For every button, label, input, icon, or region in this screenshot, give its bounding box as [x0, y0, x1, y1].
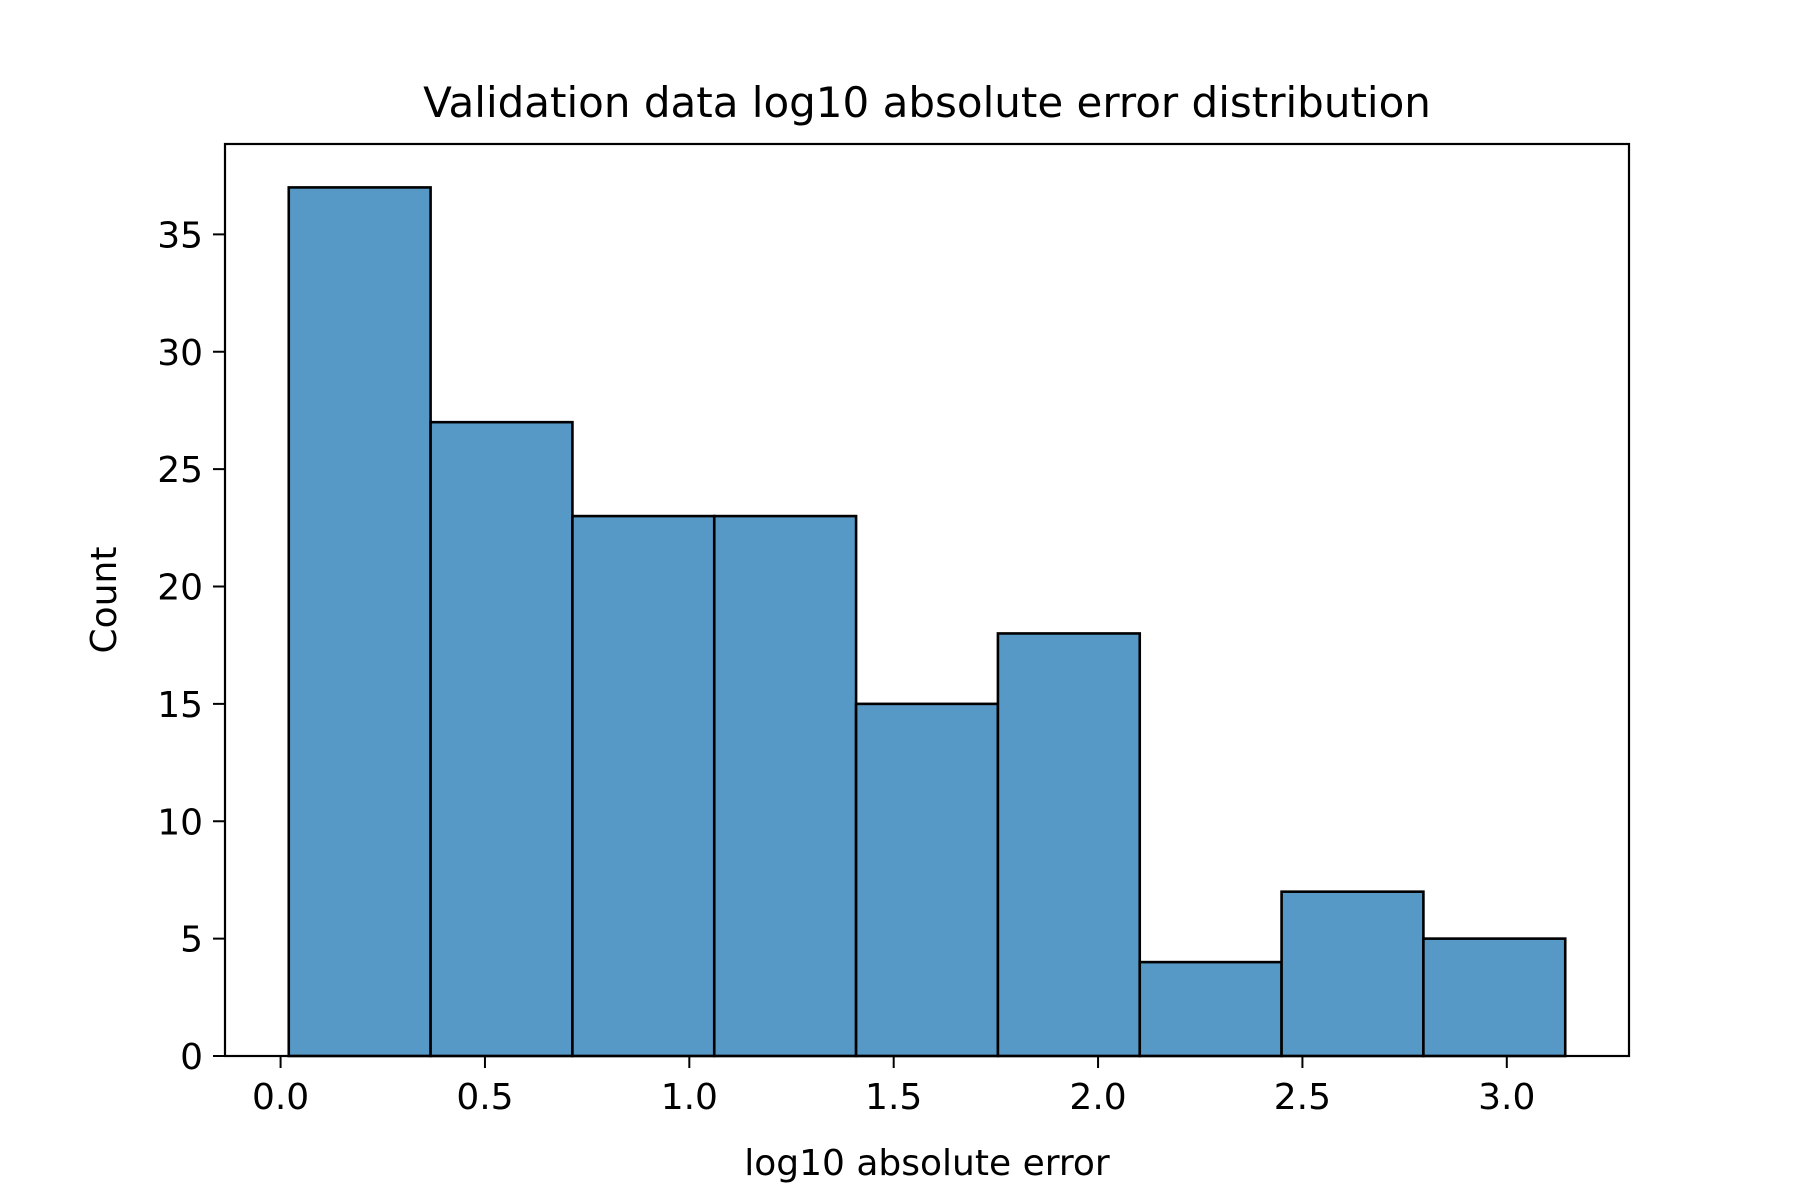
y-axis-ticks: 0 5 10 15 20 25 30 35	[157, 215, 225, 1078]
y-tick-label: 10	[157, 802, 203, 843]
y-tick-label: 5	[180, 920, 203, 961]
x-tick-label: 0.5	[456, 1077, 513, 1118]
histogram-bar-7	[1138, 960, 1283, 1058]
y-tick-label: 0	[180, 1037, 203, 1078]
x-tick-label: 1.0	[661, 1077, 718, 1118]
histogram-bar-3	[571, 514, 716, 1058]
histogram-bar-5	[854, 702, 1000, 1058]
y-tick-label: 35	[157, 215, 203, 256]
histogram-bar-9	[1422, 937, 1567, 1058]
histogram-bar-8	[1280, 890, 1425, 1058]
chart-title: Validation data log10 absolute error dis…	[423, 78, 1431, 127]
histogram-bar-2	[429, 420, 574, 1058]
x-tick-label: 0.0	[252, 1077, 309, 1118]
y-axis-label: Count	[84, 547, 125, 654]
y-tick-label: 15	[157, 685, 203, 726]
x-tick-label: 1.5	[865, 1077, 922, 1118]
histogram-bar-1	[287, 186, 432, 1058]
plot-frame	[223, 142, 1631, 1058]
x-tick-label: 3.0	[1478, 1077, 1535, 1118]
y-tick-label: 30	[157, 333, 203, 374]
x-axis-label: log10 absolute error	[744, 1143, 1110, 1184]
bars-group	[287, 186, 1567, 1058]
x-tick-label: 2.0	[1069, 1077, 1126, 1118]
histogram-bar-4	[712, 514, 858, 1058]
y-tick-label: 20	[157, 568, 203, 609]
x-tick-label: 2.5	[1274, 1077, 1331, 1118]
histogram-bar-6	[996, 632, 1142, 1058]
x-axis-ticks: 0.0 0.5 1.0 1.5 2.0 2.5 3.0	[252, 1056, 1535, 1118]
y-tick-label: 25	[157, 450, 203, 491]
